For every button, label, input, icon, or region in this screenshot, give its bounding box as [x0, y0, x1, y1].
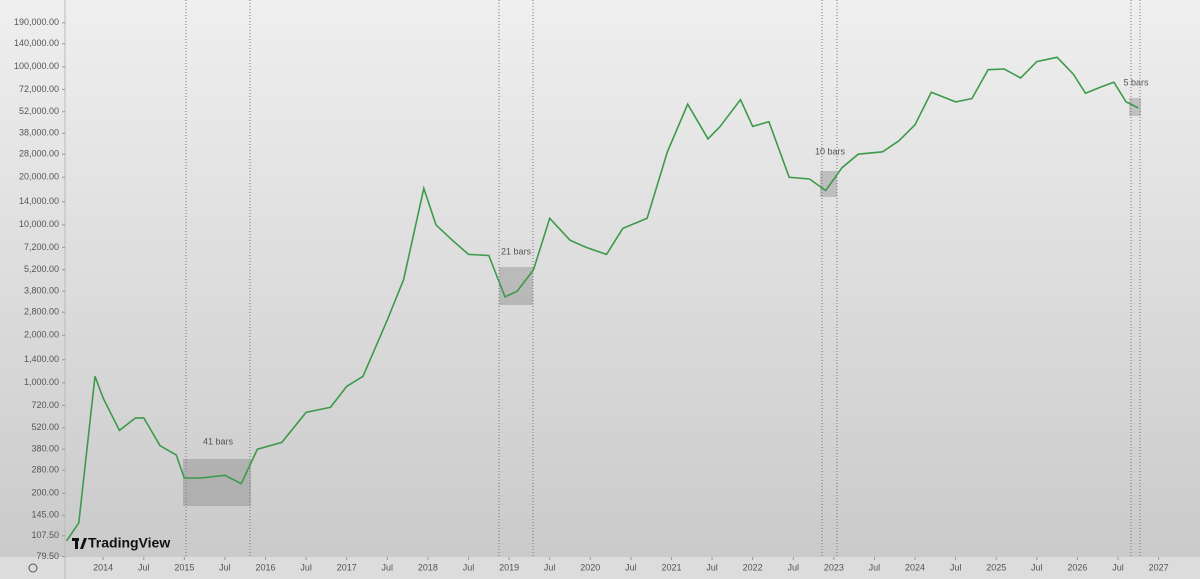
y-tick-label: 7,200.00 — [24, 242, 59, 252]
x-tick-label: 2014 — [93, 562, 113, 572]
x-tick-label: Jul — [706, 562, 718, 572]
x-tick-label: 2025 — [986, 562, 1006, 572]
y-tick-label: 1,000.00 — [24, 377, 59, 387]
y-tick-label: 520.00 — [31, 422, 59, 432]
y-tick-label: 14,000.00 — [19, 196, 59, 206]
x-tick-label: Jul — [1031, 562, 1043, 572]
x-tick-label: 2023 — [824, 562, 844, 572]
x-tick-label: Jul — [544, 562, 556, 572]
x-tick-label: 2016 — [256, 562, 276, 572]
y-tick-label: 107.50 — [31, 530, 59, 540]
annotation: 21 bars — [501, 246, 532, 256]
y-tick-label: 100,000.00 — [14, 61, 59, 71]
y-tick-label: 2,000.00 — [24, 330, 59, 340]
y-tick-label: 2,800.00 — [24, 307, 59, 317]
x-tick-label: Jul — [625, 562, 637, 572]
annotation: 41 bars — [203, 436, 234, 446]
y-tick-label: 280.00 — [31, 465, 59, 475]
x-tick-label: Jul — [138, 562, 150, 572]
y-tick-label: 140,000.00 — [14, 38, 59, 48]
y-tick-label: 190,000.00 — [14, 17, 59, 27]
y-tick-label: 720.00 — [31, 400, 59, 410]
price-line — [65, 56, 1139, 542]
watermark: TradingView — [88, 535, 170, 551]
x-tick-label: 2024 — [905, 562, 925, 572]
y-tick-label: 3,800.00 — [24, 286, 59, 296]
x-tick-label: 2026 — [1067, 562, 1087, 572]
x-tick-label: 2022 — [743, 562, 763, 572]
y-tick-label: 380.00 — [31, 444, 59, 454]
x-tick-label: 2015 — [174, 562, 194, 572]
x-tick-label: 2017 — [337, 562, 357, 572]
y-tick-label: 20,000.00 — [19, 172, 59, 182]
x-tick-label: 2020 — [580, 562, 600, 572]
y-tick-label: 38,000.00 — [19, 128, 59, 138]
y-tick-label: 5,200.00 — [24, 264, 59, 274]
y-tick-label: 28,000.00 — [19, 149, 59, 159]
settings-icon[interactable] — [28, 563, 38, 573]
y-tick-label: 200.00 — [31, 488, 59, 498]
x-tick-label: Jul — [219, 562, 231, 572]
y-tick-label: 72,000.00 — [19, 84, 59, 94]
x-tick-label: Jul — [463, 562, 475, 572]
x-tick-label: 2018 — [418, 562, 438, 572]
y-tick-label: 52,000.00 — [19, 106, 59, 116]
x-tick-label: 2019 — [499, 562, 519, 572]
x-axis-bar — [0, 557, 1200, 579]
x-tick-label: Jul — [382, 562, 394, 572]
x-tick-label: Jul — [950, 562, 962, 572]
x-tick-label: 2027 — [1149, 562, 1169, 572]
annotation: 5 bars — [1123, 77, 1149, 87]
x-tick-label: Jul — [300, 562, 312, 572]
y-tick-label: 145.00 — [31, 510, 59, 520]
x-tick-label: Jul — [787, 562, 799, 572]
x-tick-label: Jul — [869, 562, 881, 572]
x-tick-label: 2021 — [661, 562, 681, 572]
y-tick-label: 1,400.00 — [24, 354, 59, 364]
y-tick-label: 10,000.00 — [19, 219, 59, 229]
x-tick-label: Jul — [1112, 562, 1124, 572]
y-tick-label: 79.50 — [36, 551, 59, 561]
logo-icon — [72, 538, 87, 549]
annotation: 10 bars — [815, 146, 846, 156]
